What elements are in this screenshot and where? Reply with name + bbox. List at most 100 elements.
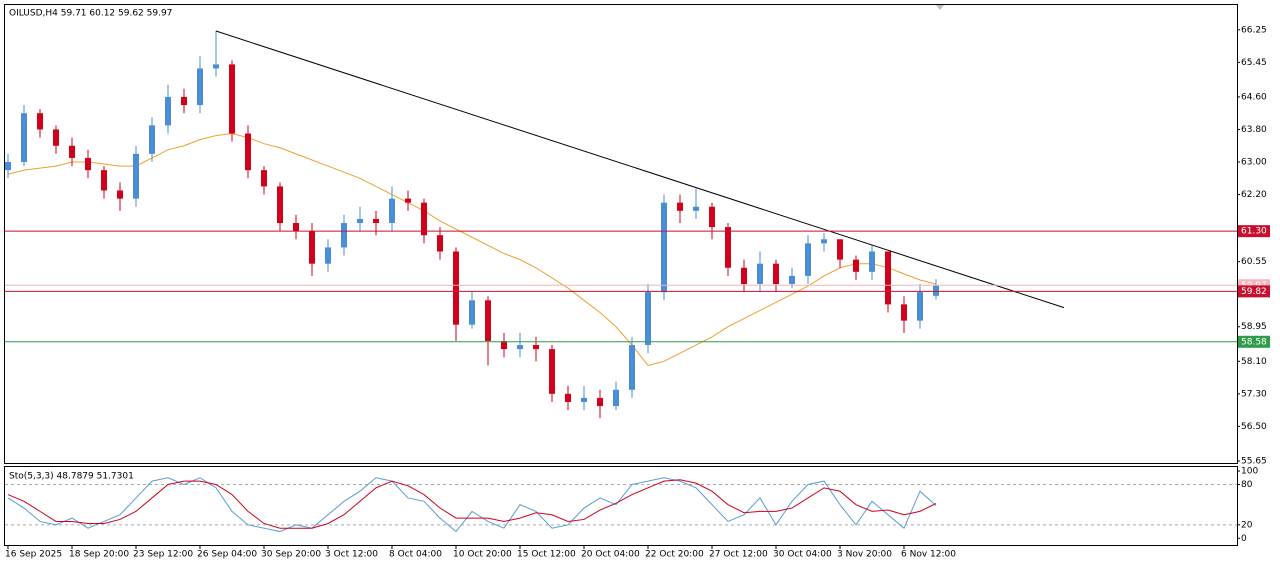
candle-body [613, 389, 619, 407]
stochastic-line [7, 477, 937, 533]
indicator-tick-label: 80 [1241, 480, 1253, 490]
x-tick-label: 8 Oct 04:00 [389, 550, 442, 560]
candle-body [757, 263, 763, 285]
y-tick-label: 63.80 [1241, 125, 1267, 135]
candle-body [565, 393, 571, 402]
x-tick-label: 10 Oct 20:00 [453, 550, 512, 560]
candle-body [373, 218, 379, 224]
candle-body [501, 340, 507, 350]
price-level-box [1238, 335, 1270, 348]
indicator-tick-label: 100 [1241, 467, 1258, 477]
candle-body [549, 349, 555, 394]
x-tick-label: 30 Oct 04:00 [773, 550, 832, 560]
candle-body [21, 113, 27, 163]
candle-body [853, 259, 859, 272]
candle-body [325, 247, 331, 264]
y-tick-label: 55.65 [1241, 456, 1267, 466]
main-pane: 66.2565.4564.6063.8063.0062.2060.5559.75… [5, 25, 1270, 466]
candle-body [309, 231, 315, 264]
x-tick-label: 30 Sep 20:00 [261, 550, 321, 560]
x-tick-label: 20 Oct 04:00 [581, 550, 640, 560]
candle-body [85, 157, 91, 171]
candle-body [725, 227, 731, 268]
candle-body [805, 243, 811, 276]
y-tick-label: 56.50 [1241, 422, 1267, 432]
candle-body [229, 64, 235, 134]
candle-body [181, 96, 187, 106]
candle-body [517, 345, 523, 350]
candle-body [341, 223, 347, 248]
candle-body [213, 64, 219, 69]
candle-body [421, 202, 427, 236]
candle-body [789, 275, 795, 285]
candle-body [165, 96, 171, 126]
candle-body [629, 345, 635, 390]
x-tick-label: 3 Nov 20:00 [837, 550, 892, 560]
y-tick-label: 62.20 [1241, 190, 1267, 200]
indicator-tick-label: 20 [1241, 520, 1253, 530]
x-tick-label: 6 Nov 12:00 [901, 550, 956, 560]
shift-marker [936, 5, 944, 10]
candle-body [53, 129, 59, 146]
price-level-label: 58.58 [1241, 337, 1267, 347]
chart-title: OILUSD,H4 59.71 60.12 59.62 59.97 [9, 9, 172, 19]
y-tick-label: 64.60 [1241, 92, 1267, 102]
candle-body [261, 170, 267, 187]
trendline [215, 30, 1065, 309]
candle-body [245, 133, 251, 171]
candle-body [645, 292, 651, 346]
x-tick-label: 27 Oct 12:00 [709, 550, 768, 560]
candle-body [453, 251, 459, 325]
candle-body [677, 202, 683, 211]
candle-body [389, 198, 395, 224]
candle-body [901, 304, 907, 321]
sub-pane: 0 20 80 100 [5, 467, 1258, 544]
stochastic-line [7, 479, 937, 529]
y-tick-label: 66.25 [1241, 25, 1267, 35]
sub-frame [4, 466, 1238, 546]
candle-body [277, 186, 283, 224]
x-tick-label: 26 Sep 04:00 [197, 550, 257, 560]
candle-body [773, 263, 779, 285]
x-tick-label: 18 Sep 20:00 [69, 550, 129, 560]
candle-body [133, 153, 139, 199]
price-level-label: 61.30 [1241, 227, 1267, 237]
y-tick-label: 58.10 [1241, 357, 1267, 367]
price-level-label: 59.82 [1241, 287, 1267, 297]
candle-body [357, 218, 363, 224]
x-tick-label: 23 Sep 12:00 [133, 550, 193, 560]
moving-average [7, 133, 937, 366]
candle-body [581, 397, 587, 402]
y-tick-label: 57.30 [1241, 389, 1267, 399]
candle-body [149, 125, 155, 154]
indicator-title: Sto(5,3,3) 48.7879 51.7301 [9, 472, 134, 482]
y-tick-label: 58.95 [1241, 322, 1267, 332]
candle-body [869, 251, 875, 272]
candle-body [197, 68, 203, 106]
candle-body [437, 235, 443, 252]
candle-body [885, 251, 891, 305]
candle-body [917, 292, 923, 321]
candle-body [933, 285, 939, 296]
x-tick-label: 15 Oct 12:00 [517, 550, 576, 560]
y-tick-label: 60.55 [1241, 257, 1267, 267]
candle-body [69, 145, 75, 158]
candle-body [597, 397, 603, 407]
candle-body [533, 345, 539, 350]
x-tick-label: 16 Sep 2025 [5, 550, 62, 560]
candle-body [709, 206, 715, 228]
candle-body [405, 198, 411, 203]
candle-body [469, 300, 475, 325]
candle-body [485, 300, 491, 341]
main-frame [4, 4, 1238, 464]
candle-body [117, 190, 123, 199]
candle-body [37, 113, 43, 130]
y-tick-label: 65.45 [1241, 58, 1267, 68]
candle-body [741, 267, 747, 285]
candle-body [837, 239, 843, 260]
price-level-box [1238, 285, 1270, 298]
candle-body [101, 170, 107, 191]
candle-body [293, 223, 299, 232]
x-tick-label: 3 Oct 12:00 [325, 550, 378, 560]
